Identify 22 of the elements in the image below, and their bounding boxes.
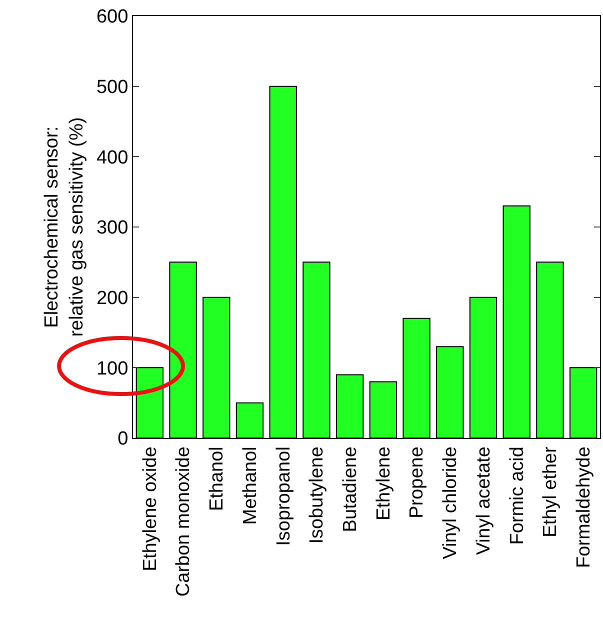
y-tick-label: 200 [96,288,128,309]
x-tick-label: Isobutylene [306,446,328,544]
y-axis-title: Electrochemical sensor: relative gas sensitivity (%) [42,117,88,337]
y-tick-label: 300 [96,218,128,239]
x-tick-label: Formaldehyde [573,446,594,568]
x-tick-label: Ethyl ether [540,446,562,538]
x-tick-label: Butadiene [340,446,361,532]
x-tick-label: Formic acid [506,446,528,545]
y-tick-label: 600 [96,6,128,28]
x-tick-label: Isopropanol [273,446,294,546]
x-tick-label: Carbon monoxide [173,446,194,597]
y-tick-label: 0 [118,428,128,450]
x-tick-label: Propene [406,446,428,518]
x-tick-label: Ethylene [373,446,394,521]
y-tick-label: 400 [96,147,128,168]
x-tick-label: Ethylene oxide [140,446,161,572]
x-tick-label: Vinyl chloride [440,446,462,560]
y-tick-label: 100 [96,358,128,380]
x-tick-label: Vinyl acetate [473,446,494,556]
y-tick-label: 500 [96,76,128,98]
x-tick-label: Methanol [240,446,261,525]
x-tick-label: Ethanol [206,446,228,512]
